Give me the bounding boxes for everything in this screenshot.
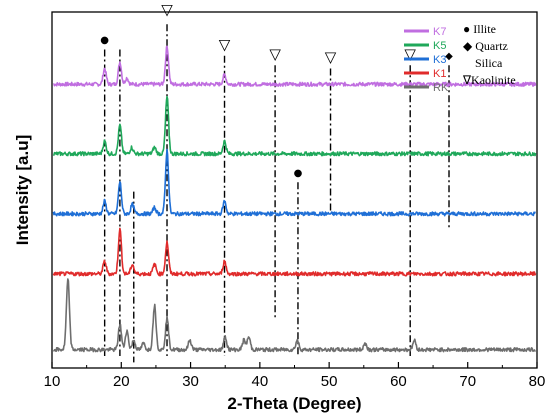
series-line-k7	[52, 45, 537, 87]
series-line-k5	[52, 95, 537, 157]
phase-legend-item: Silica	[475, 56, 503, 70]
legend: K7 K5 K3 K1 RK	[404, 26, 449, 94]
phase-legend-item: ∇Kaolinite	[462, 73, 516, 87]
phase-legend-item: ● Illite	[463, 22, 496, 36]
peak-marker: ▽	[219, 35, 231, 53]
x-tick-label: 20	[113, 373, 130, 390]
series-line-k3	[52, 148, 536, 217]
series-line-rk	[52, 278, 536, 353]
legend-label-k7: K7	[433, 26, 446, 38]
legend-label-k1: K1	[433, 68, 446, 80]
x-tick-label: 80	[529, 373, 546, 390]
peak-marker: ▽	[269, 45, 281, 63]
legend-label-rk: RK	[433, 82, 449, 94]
y-axis-label: Intensity [a.u]	[13, 135, 32, 246]
x-tick-label: 10	[44, 373, 61, 390]
peak-marker: ◆	[445, 51, 453, 62]
plot-frame	[51, 11, 538, 369]
x-tick-label: 70	[459, 373, 476, 390]
series-layer	[52, 45, 537, 353]
peak-marker: ▽	[325, 48, 337, 66]
legend-label-k3: K3	[433, 54, 446, 66]
peak-marker: ●	[100, 35, 109, 46]
legend-label-k5: K5	[433, 40, 446, 52]
peak-marker: ●	[294, 168, 303, 179]
phase-legend-item: ◆ Quartz	[463, 39, 508, 53]
axes: 10 20 30 40 50 60 70 80	[44, 362, 546, 390]
x-tick-label: 60	[390, 373, 407, 390]
x-tick-label: 30	[182, 373, 199, 390]
x-tick-label: 40	[252, 373, 269, 390]
phase-legend: ● Illite ◆ Quartz Silica ∇Kaolinite	[462, 22, 516, 87]
peak-markers: ●▽▽▽ ▽ ▽ ◆●	[100, 1, 453, 179]
reference-lines	[103, 24, 450, 363]
x-tick-label: 50	[321, 373, 338, 390]
x-axis-label: 2-Theta (Degree)	[227, 394, 361, 413]
series-line-k1	[52, 227, 537, 277]
peak-marker: ▽	[161, 1, 173, 19]
plot-area	[51, 11, 538, 369]
